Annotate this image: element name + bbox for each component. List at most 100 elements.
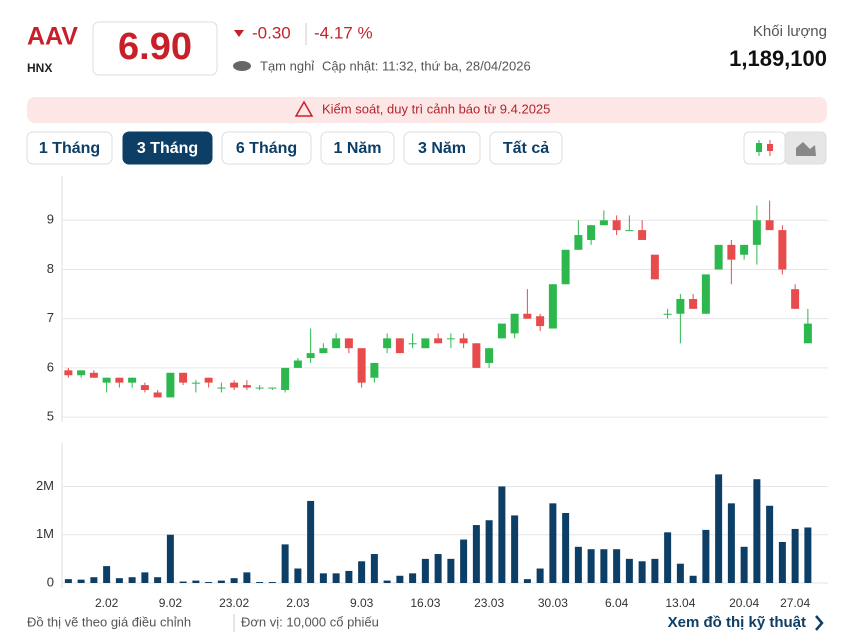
x-tick-label: 2.02 bbox=[95, 596, 119, 610]
tab[interactable] bbox=[489, 131, 563, 165]
candle-body bbox=[344, 338, 353, 349]
tab-label[interactable]: Tất cả bbox=[503, 140, 549, 157]
volume-bar bbox=[332, 573, 340, 583]
volume-bar bbox=[600, 549, 608, 583]
volume-bar bbox=[294, 568, 302, 583]
candle-body bbox=[77, 370, 86, 376]
volume-bar bbox=[103, 566, 111, 583]
technical-link[interactable]: Xem đồ thị kỹ thuật bbox=[668, 614, 806, 631]
volume-bar bbox=[766, 505, 774, 583]
volume-bar bbox=[421, 558, 429, 583]
volume-bar bbox=[536, 568, 544, 583]
volume-bar bbox=[358, 561, 366, 583]
tab[interactable] bbox=[26, 131, 113, 165]
y-tick-label: 5 bbox=[47, 409, 54, 424]
candle-body bbox=[293, 360, 302, 368]
volume-bar bbox=[128, 577, 136, 583]
candle-body bbox=[166, 372, 175, 398]
tab-label[interactable]: 1 Năm bbox=[333, 140, 381, 157]
candle-body bbox=[638, 230, 647, 240]
volume-bar bbox=[409, 573, 417, 583]
tab[interactable] bbox=[122, 131, 213, 165]
candle-toggle[interactable] bbox=[743, 131, 786, 165]
y-tick-label: 6 bbox=[47, 359, 54, 374]
status: Tạm nghỉ bbox=[260, 58, 314, 73]
x-tick-label: 2.03 bbox=[286, 596, 310, 610]
chevron bbox=[815, 615, 824, 631]
volume-bar bbox=[651, 558, 659, 583]
volume-bar bbox=[740, 546, 748, 583]
candle-body bbox=[306, 353, 315, 359]
candle-body bbox=[701, 274, 710, 314]
volume-bar bbox=[702, 529, 710, 583]
candle-body bbox=[357, 348, 366, 383]
tab[interactable] bbox=[320, 131, 395, 165]
x-tick-label: 23.02 bbox=[219, 596, 249, 610]
x-tick-label: 16.03 bbox=[410, 596, 440, 610]
volume-bar bbox=[205, 582, 213, 583]
candle-body bbox=[472, 343, 481, 368]
volume-bar bbox=[664, 532, 672, 583]
tab-label[interactable]: 1 Tháng bbox=[39, 140, 100, 157]
candle-body bbox=[217, 387, 226, 389]
candle-body bbox=[625, 230, 634, 232]
y-tick-label: 8 bbox=[47, 261, 54, 276]
plots: 5 6 7 8 9 0 1M 2M 2.02 9.02 23.02 2.03 9.03 16.03 23.0… bbox=[36, 200, 828, 610]
icon bbox=[767, 144, 773, 151]
candle-body bbox=[319, 348, 328, 354]
volume-bar bbox=[472, 525, 480, 583]
volume-bar bbox=[141, 572, 149, 583]
candle-body bbox=[752, 220, 761, 245]
change: -0.30 bbox=[252, 23, 291, 42]
volume-bar bbox=[281, 544, 289, 583]
volume-bar bbox=[715, 474, 723, 583]
volume-bar bbox=[549, 503, 557, 583]
volume-bar bbox=[511, 515, 519, 583]
volume-bar bbox=[154, 577, 162, 583]
x-tick-label: 9.02 bbox=[159, 596, 183, 610]
candle-body bbox=[510, 313, 519, 334]
x-tick-label: 9.03 bbox=[350, 596, 374, 610]
icon bbox=[796, 142, 816, 156]
candle-body bbox=[676, 299, 685, 314]
tab-label[interactable]: 6 Tháng bbox=[236, 140, 297, 157]
volume-bar bbox=[383, 580, 391, 583]
candle-body bbox=[663, 313, 672, 315]
volume-bar bbox=[791, 528, 799, 583]
tab-label[interactable]: 3 Tháng bbox=[137, 140, 198, 157]
volume-bar bbox=[307, 500, 315, 583]
candle-body bbox=[689, 299, 698, 309]
ticker: AAV bbox=[27, 23, 78, 51]
candle-body bbox=[650, 254, 659, 280]
tab[interactable] bbox=[221, 131, 312, 165]
candle-body bbox=[153, 392, 162, 398]
volume-bar bbox=[676, 563, 684, 583]
x-tick-label: 27.04 bbox=[780, 596, 810, 610]
tab-label[interactable]: 3 Năm bbox=[418, 140, 466, 157]
x-tick-label: 23.03 bbox=[474, 596, 504, 610]
warning-icon bbox=[294, 100, 314, 117]
volume-bar bbox=[753, 479, 761, 583]
volume-bar bbox=[77, 579, 85, 583]
volume-bar bbox=[523, 579, 531, 583]
candle-body bbox=[791, 289, 800, 309]
volume-bar bbox=[217, 580, 225, 583]
y-tick-label: 7 bbox=[47, 310, 54, 325]
candle-body bbox=[395, 338, 404, 354]
volume-bar bbox=[689, 575, 697, 583]
candle-body bbox=[446, 338, 455, 340]
candle-body bbox=[242, 385, 251, 388]
tab[interactable] bbox=[403, 131, 481, 165]
candle-body bbox=[485, 348, 494, 363]
candle-body bbox=[497, 323, 506, 339]
candle-body bbox=[599, 220, 608, 226]
footer-note: Đồ thị vẽ theo giá điều chỉnh bbox=[27, 614, 191, 629]
volume-bar bbox=[396, 575, 404, 583]
x-tick-label: 13.04 bbox=[665, 596, 695, 610]
y-tick-label: 1M bbox=[36, 526, 54, 541]
volume-bar bbox=[562, 513, 570, 583]
volume-bar bbox=[192, 580, 200, 583]
candle-body bbox=[230, 382, 239, 388]
candle-body bbox=[383, 338, 392, 349]
